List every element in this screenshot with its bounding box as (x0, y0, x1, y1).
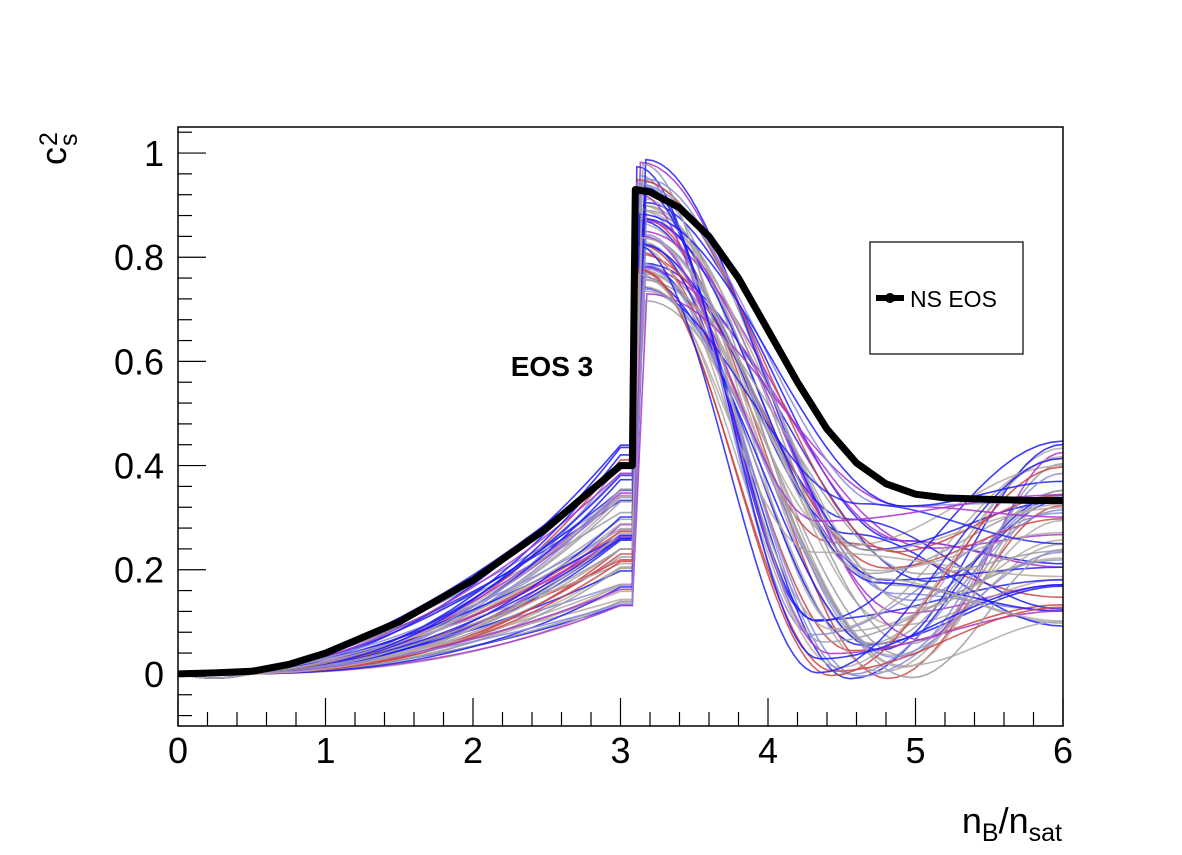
y-tick-label: 1 (144, 133, 164, 174)
ensemble-curve (178, 233, 1063, 679)
y-axis-label-main: c (33, 147, 74, 165)
svg-text:c: c (33, 147, 74, 165)
legend-marker (885, 293, 895, 303)
ensemble-curve (178, 236, 1063, 679)
ensemble-curve (178, 163, 1063, 679)
x-axis-label-main: n (962, 800, 982, 841)
ensemble-curve (178, 285, 1063, 679)
legend-label: NS EOS (910, 286, 997, 312)
x-tick-label: 0 (168, 730, 188, 771)
x-axis-label-sub2: sat (1029, 819, 1062, 847)
x-tick-label: 5 (905, 730, 925, 771)
x-axis-label: nB/nsat (962, 800, 1062, 847)
y-tick-label: 0 (144, 654, 164, 695)
y-tick-label: 0.8 (114, 237, 164, 278)
annotation-eos3: EOS 3 (511, 351, 593, 382)
x-tick-label: 3 (610, 730, 630, 771)
x-tick-label: 1 (315, 730, 335, 771)
ensemble-curve (178, 285, 1063, 679)
ensemble-curve (178, 235, 1063, 679)
legend: NS EOS (869, 241, 1024, 355)
x-tick-label: 6 (1053, 730, 1073, 771)
y-tick-label: 0.2 (114, 550, 164, 591)
y-tick-label: 0.6 (114, 341, 164, 382)
x-axis-label-mid: /n (999, 800, 1029, 841)
y-axis-label-sub: s (55, 134, 83, 147)
y-axis-label-sup: 2 (35, 132, 63, 146)
axes: 0 1 2 3 4 5 6 0 0.2 0.4 0.6 0.8 1 (114, 131, 1073, 771)
y-axis-label: c 2 s (33, 132, 83, 165)
ensemble-curve (178, 273, 1063, 679)
x-axis-label-sub1: B (982, 819, 999, 847)
x-tick-label: 4 (758, 730, 778, 771)
y-tick-label: 0.4 (114, 446, 164, 487)
x-tick-label: 2 (463, 730, 483, 771)
ns-eos-line (178, 186, 1063, 678)
